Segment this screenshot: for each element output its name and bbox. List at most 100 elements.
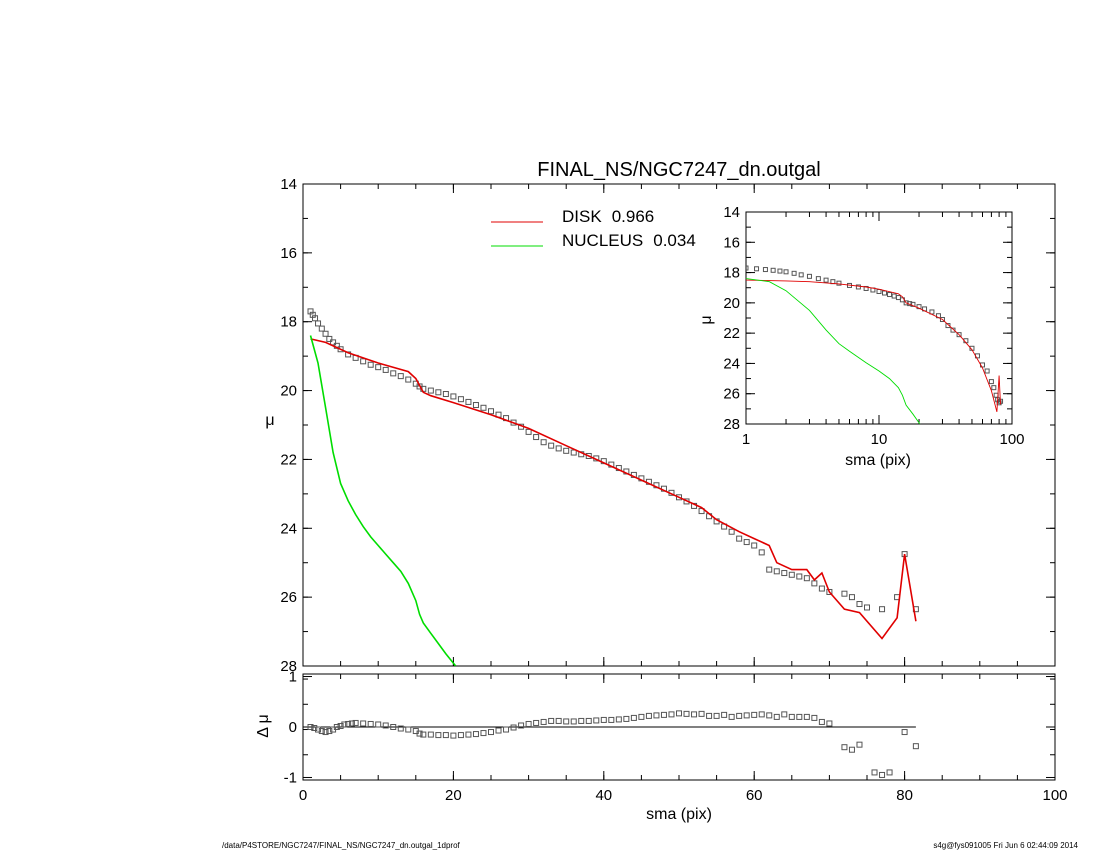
main-x-axis-label: sma (pix) xyxy=(646,806,712,823)
inset-data-point xyxy=(984,368,990,374)
inset-data-point xyxy=(991,385,997,391)
main-data-point xyxy=(803,575,810,582)
main-data-point xyxy=(751,542,758,549)
residual-data-point xyxy=(442,732,449,739)
residual-data-point xyxy=(457,732,464,739)
main-data-point xyxy=(457,396,464,403)
residual-data-point xyxy=(886,769,893,776)
inset-data-point xyxy=(855,284,861,290)
main-data-point xyxy=(480,404,487,411)
residual-x-tick-label: 100 xyxy=(1042,787,1067,804)
main-data-point xyxy=(841,590,848,597)
inset-y-tick-label: 16 xyxy=(723,234,740,251)
inset-disk-line xyxy=(746,279,1001,413)
inset-data-point xyxy=(791,270,797,276)
residual-data-point xyxy=(315,726,322,733)
main-data-point xyxy=(465,398,472,405)
inset-x-tick-label: 1 xyxy=(742,431,750,448)
inset-data-point xyxy=(956,332,962,338)
inset-log-plot-panel: 1 10 100 14 16 18 20 22 24 26 28 xyxy=(723,204,1024,448)
residual-y-axis-label: Δ μ xyxy=(255,714,272,737)
main-y-tick-label: 22 xyxy=(280,451,297,468)
inset-data-point xyxy=(777,268,783,274)
main-data-point xyxy=(330,339,337,346)
residual-data-point xyxy=(615,716,622,723)
main-data-point xyxy=(728,528,735,535)
inset-x-tick-label: 100 xyxy=(999,431,1024,448)
legend: DISK 0.966 NUCLEUS 0.034 xyxy=(491,207,696,250)
residual-data-point xyxy=(420,731,427,738)
main-data-point xyxy=(676,494,682,501)
inset-data-point xyxy=(798,272,804,278)
residual-data-point xyxy=(796,713,803,720)
residual-data-point xyxy=(345,720,352,727)
chart-title: FINAL_NS/NGC7247_dn.outgal xyxy=(537,159,821,181)
main-data-point xyxy=(796,573,803,580)
residual-data-point xyxy=(326,728,333,735)
residual-data-point xyxy=(578,717,585,724)
main-data-point xyxy=(533,434,540,441)
main-data-point xyxy=(743,539,750,546)
footer-timestamp: s4g@fys091005 Fri Jun 6 02:44:09 2014 xyxy=(933,841,1078,850)
main-data-point xyxy=(427,387,434,394)
main-data-point xyxy=(315,320,322,327)
residual-data-point xyxy=(660,711,667,718)
main-y-tick-label: 14 xyxy=(280,176,297,193)
residual-data-point xyxy=(322,729,329,736)
inset-data-point xyxy=(783,269,789,275)
inset-data-point xyxy=(815,276,821,282)
residual-data-point xyxy=(333,724,340,730)
residual-data-point xyxy=(367,720,374,727)
residual-data-point xyxy=(758,711,765,718)
main-data-point xyxy=(312,315,319,322)
residual-data-point xyxy=(382,722,389,729)
inset-nucleus-line xyxy=(746,278,921,424)
residual-data-point xyxy=(728,713,735,720)
main-data-point xyxy=(585,452,592,459)
residual-data-point xyxy=(488,729,494,736)
residual-y-tick-label: -1 xyxy=(284,769,297,786)
residual-data-point xyxy=(341,721,348,728)
main-data-point xyxy=(375,364,382,371)
main-data-point xyxy=(864,604,870,611)
residual-data-point xyxy=(318,728,325,735)
residual-x-tick-label: 40 xyxy=(595,787,612,804)
main-y-tick-label: 26 xyxy=(280,589,297,606)
residual-data-point xyxy=(585,717,592,724)
main-y-tick-label: 28 xyxy=(280,658,297,675)
residual-data-point xyxy=(548,717,555,724)
main-data-point xyxy=(848,594,855,601)
main-data-point xyxy=(337,346,344,353)
residual-data-point xyxy=(773,713,780,720)
residual-data-point xyxy=(450,732,457,739)
inset-y-tick-label: 24 xyxy=(723,355,740,372)
inset-plot-area xyxy=(746,265,1004,424)
inset-data-point xyxy=(910,301,916,307)
main-data-point xyxy=(525,428,532,435)
inset-data-point xyxy=(891,293,897,299)
residual-plot-area xyxy=(307,710,919,778)
residual-x-tick-label: 60 xyxy=(746,787,763,804)
residual-data-point xyxy=(736,712,743,719)
main-data-point xyxy=(570,449,577,456)
residual-data-point xyxy=(533,719,540,726)
inset-data-point xyxy=(988,379,994,385)
inset-data-point xyxy=(895,295,901,301)
inset-data-point xyxy=(806,273,812,279)
inset-data-point xyxy=(939,317,945,323)
footer-file-path: /data/P4STORE/NGC7247/FINAL_NS/NGC7247_d… xyxy=(222,841,461,850)
inset-data-point xyxy=(762,267,768,273)
residual-data-point xyxy=(706,712,713,719)
main-data-point xyxy=(766,566,773,573)
main-data-point xyxy=(360,358,367,365)
residual-data-point xyxy=(713,712,720,719)
main-y-tick-label: 18 xyxy=(280,314,297,331)
inset-x-axis-label: sma (pix) xyxy=(845,452,911,469)
residual-data-point xyxy=(570,718,577,725)
main-frame xyxy=(302,183,1056,667)
main-data-point xyxy=(397,373,404,380)
residual-y-tick-label: 0 xyxy=(289,719,297,736)
residual-data-point xyxy=(826,720,833,727)
inset-data-point xyxy=(746,265,749,271)
